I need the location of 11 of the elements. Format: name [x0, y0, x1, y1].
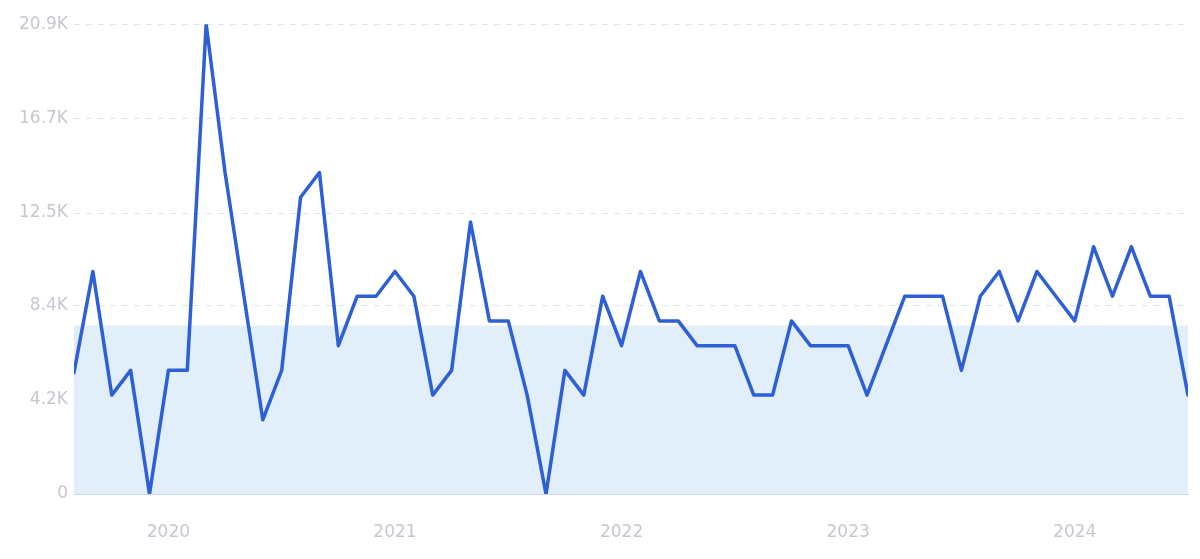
y-tick-label: 4.2K — [29, 388, 69, 409]
y-tick-label: 20.9K — [19, 12, 69, 33]
x-tick-label: 2020 — [146, 520, 191, 541]
y-tick-label: 12.5K — [19, 201, 69, 222]
x-tick-label: 2024 — [1053, 520, 1097, 541]
y-tick-label: 8.4K — [29, 293, 69, 314]
y-tick-label: 16.7K — [19, 107, 69, 128]
x-tick-label: 2022 — [599, 520, 644, 541]
x-tick-label: 2021 — [373, 520, 417, 541]
y-tick-label: 0 — [57, 482, 68, 503]
x-tick-label: 2023 — [826, 520, 870, 541]
